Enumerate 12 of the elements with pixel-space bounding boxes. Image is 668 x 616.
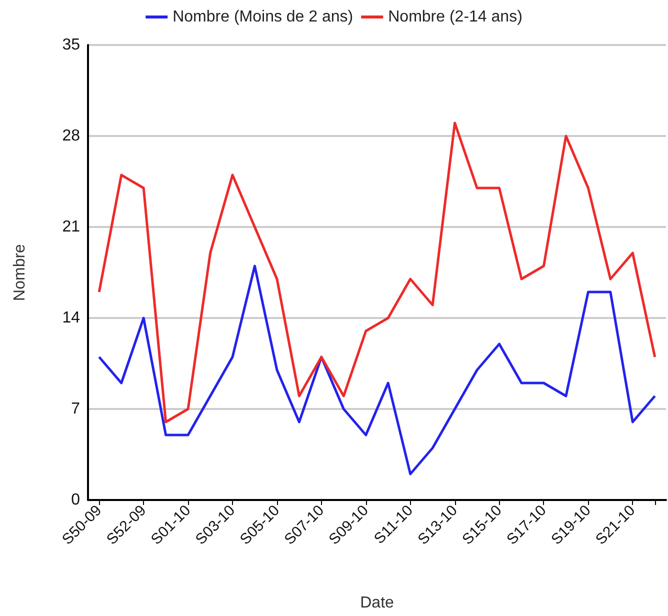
y-axis-title: Nombre xyxy=(12,244,28,301)
y-tick-label: 7 xyxy=(71,400,80,418)
y-tick-label: 35 xyxy=(62,36,80,54)
line-series xyxy=(98,122,656,424)
legend-label: Nombre (2-14 ans) xyxy=(388,8,522,26)
line-series xyxy=(98,264,656,476)
legend-label: Nombre (Moins de 2 ans) xyxy=(172,8,354,26)
y-tick-label: 0 xyxy=(71,492,80,508)
x-axis-title: Date xyxy=(360,594,394,612)
y-tick-label: 21 xyxy=(62,218,80,236)
y-tick-label: 28 xyxy=(62,128,80,144)
y-tick-label: 14 xyxy=(62,310,80,326)
